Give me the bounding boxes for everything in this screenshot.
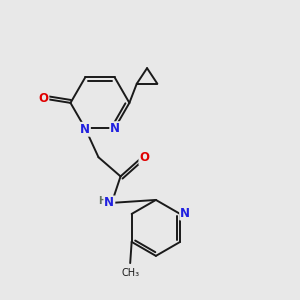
Text: H: H: [98, 196, 106, 206]
Text: N: N: [110, 122, 120, 135]
Text: CH₃: CH₃: [121, 268, 139, 278]
Text: O: O: [38, 92, 48, 105]
Text: O: O: [140, 151, 149, 164]
Text: N: N: [180, 206, 190, 220]
Text: N: N: [80, 123, 90, 136]
Text: N: N: [104, 196, 114, 209]
